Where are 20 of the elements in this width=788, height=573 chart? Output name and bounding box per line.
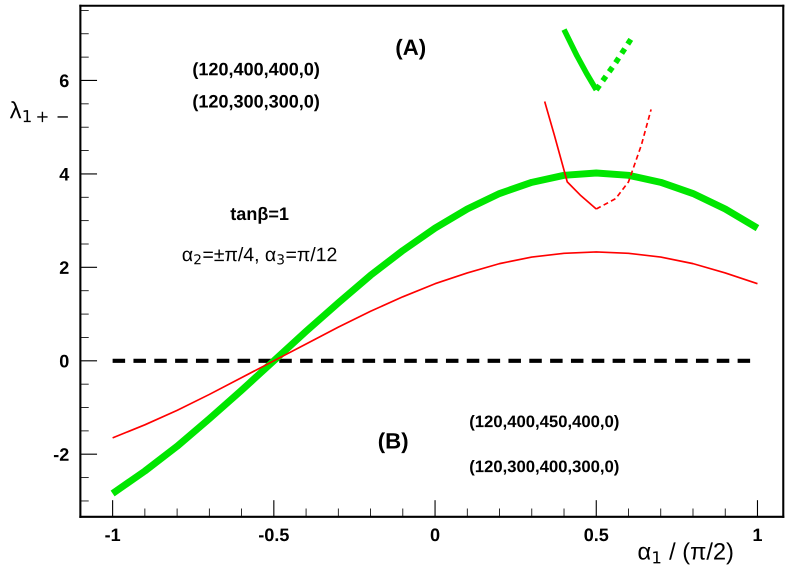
y-tick-label: -2 [54, 448, 69, 461]
y-axis-title: λ$_{1+−}$ [10, 101, 68, 122]
y-tick-label: 4 [60, 168, 70, 180]
annotation: (120,400,400,0) [193, 62, 319, 80]
x-tick-label: 1 [754, 528, 762, 542]
x-tick-label: 0.5 [584, 528, 608, 542]
annotation: (A) [396, 38, 426, 60]
y-tick-label: 6 [60, 74, 69, 88]
x-tick-label: 0 [430, 528, 440, 542]
annotation: α$_{2}$=±π/4, α$_{3}$=π/12 [182, 247, 336, 264]
annotation: (B) [378, 432, 408, 454]
annotation: (120,400,450,400,0) [470, 415, 619, 431]
x-tick-label: -0.5 [258, 528, 289, 542]
y-tick-label: 2 [60, 261, 69, 274]
annotation: (120,300,300,0) [193, 94, 319, 112]
x-axis-title: α$_{1}$ / (π/2) [638, 542, 732, 564]
annotation: tanβ=1 [230, 206, 288, 224]
y-tick-label: 0 [60, 354, 69, 368]
annotation: (120,300,400,300,0) [470, 460, 619, 476]
x-tick-label: -1 [105, 528, 120, 542]
